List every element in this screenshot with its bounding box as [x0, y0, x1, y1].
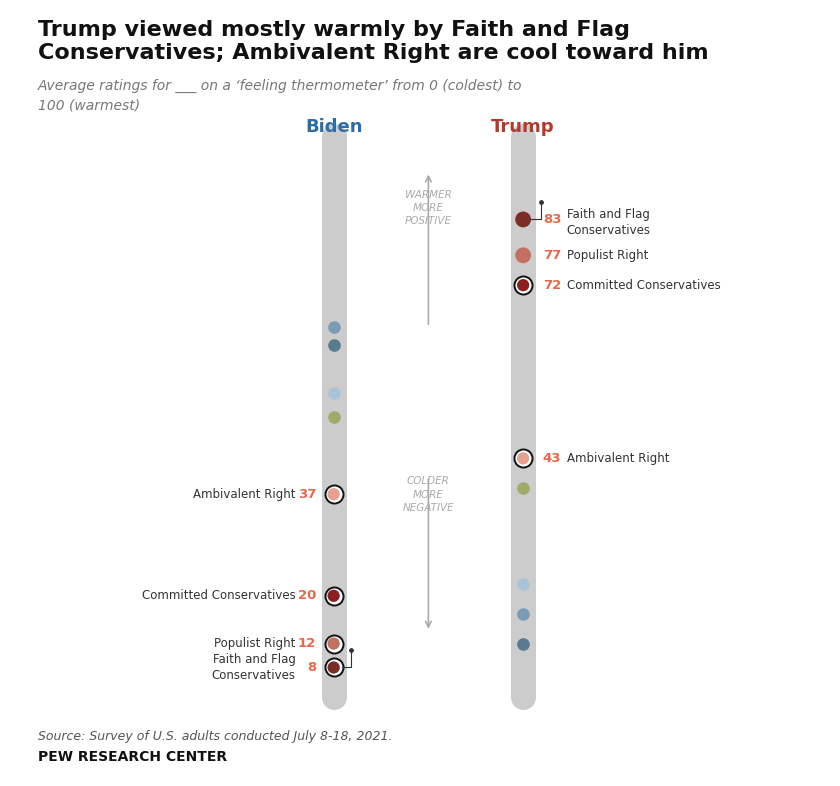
Point	[517, 578, 530, 590]
Text: Faith and Flag
Conservatives: Faith and Flag Conservatives	[212, 653, 296, 682]
Point	[327, 590, 340, 602]
Point	[517, 279, 530, 292]
Text: Faith and Flag
Conservatives: Faith and Flag Conservatives	[567, 208, 651, 237]
Text: Committed Conservatives: Committed Conservatives	[142, 590, 296, 602]
Text: Trump viewed mostly warmly by Faith and Flag: Trump viewed mostly warmly by Faith and …	[38, 20, 630, 39]
Text: Average ratings for ___ on a ‘feeling thermometer’ from 0 (coldest) to
100 (warm: Average ratings for ___ on a ‘feeling th…	[38, 79, 522, 112]
Point	[517, 482, 530, 494]
Text: Trump: Trump	[491, 118, 555, 136]
Text: Source: Survey of U.S. adults conducted July 8-18, 2021.: Source: Survey of U.S. adults conducted …	[38, 729, 392, 743]
Text: 8: 8	[307, 661, 317, 674]
Point	[327, 637, 340, 650]
Point	[327, 637, 340, 650]
Text: 20: 20	[298, 590, 317, 602]
Text: Ambivalent Right: Ambivalent Right	[193, 488, 296, 501]
Point	[517, 452, 530, 465]
Text: WARMER
MORE
POSITIVE: WARMER MORE POSITIVE	[405, 189, 452, 226]
Text: Populist Right: Populist Right	[214, 637, 296, 650]
Point	[533, 195, 547, 208]
Point	[517, 279, 530, 292]
Point	[327, 590, 340, 602]
Text: Ambivalent Right: Ambivalent Right	[567, 452, 669, 465]
Text: 37: 37	[298, 488, 317, 501]
Point	[517, 637, 530, 650]
Point	[327, 321, 340, 333]
Text: 43: 43	[543, 452, 561, 465]
Point	[327, 410, 340, 423]
Text: 83: 83	[543, 213, 561, 226]
Point	[327, 661, 340, 674]
Point	[517, 213, 530, 226]
Point	[327, 661, 340, 674]
Point	[344, 643, 358, 656]
Text: Biden: Biden	[305, 118, 362, 136]
Text: Committed Conservatives: Committed Conservatives	[567, 279, 721, 292]
Text: Conservatives; Ambivalent Right are cool toward him: Conservatives; Ambivalent Right are cool…	[38, 43, 708, 63]
Point	[517, 452, 530, 465]
Text: 77: 77	[543, 249, 561, 262]
Text: 72: 72	[543, 279, 561, 292]
Text: 12: 12	[298, 637, 317, 650]
Point	[327, 488, 340, 501]
Point	[327, 339, 340, 351]
Text: PEW RESEARCH CENTER: PEW RESEARCH CENTER	[38, 750, 227, 764]
Point	[327, 488, 340, 501]
Text: Populist Right: Populist Right	[567, 249, 648, 262]
Point	[517, 249, 530, 262]
Text: COLDER
MORE
NEGATIVE: COLDER MORE NEGATIVE	[402, 476, 454, 512]
Point	[327, 387, 340, 399]
Point	[517, 608, 530, 620]
